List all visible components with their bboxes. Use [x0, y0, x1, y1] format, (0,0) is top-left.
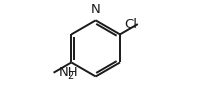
Text: Cl: Cl — [124, 18, 137, 31]
Text: NH: NH — [59, 66, 79, 79]
Text: 2: 2 — [67, 71, 73, 81]
Text: N: N — [91, 3, 101, 16]
